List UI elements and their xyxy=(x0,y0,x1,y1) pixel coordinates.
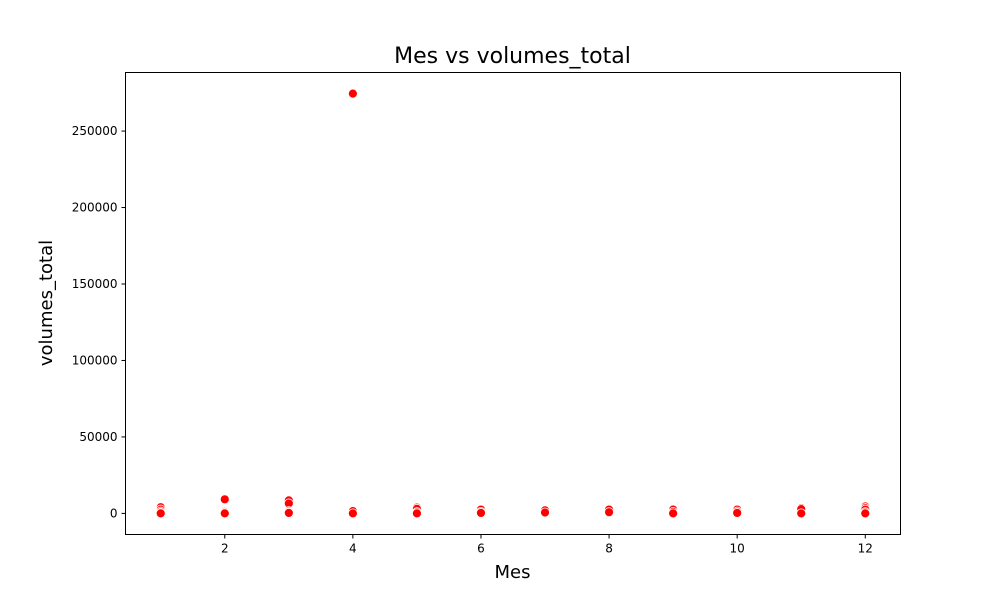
y-tick-label: 50000 xyxy=(79,430,117,444)
y-tick-label: 150000 xyxy=(72,277,118,291)
y-tick-label: 200000 xyxy=(72,201,118,215)
x-tick-label: 2 xyxy=(221,542,229,556)
data-point xyxy=(347,88,358,99)
data-point xyxy=(219,508,230,519)
y-tick-label: 0 xyxy=(110,506,118,520)
y-axis-label: volumes_total xyxy=(36,240,57,366)
x-tick-label: 10 xyxy=(730,542,745,556)
data-point xyxy=(540,507,550,518)
data-point xyxy=(412,508,422,519)
data-point xyxy=(732,508,743,518)
data-point xyxy=(219,494,230,505)
y-axis-ticks: 0 50000 100000 150000 200000 250000 xyxy=(72,124,126,520)
data-point xyxy=(283,508,294,518)
data-points xyxy=(155,88,871,519)
data-point xyxy=(860,508,871,519)
data-point xyxy=(796,508,807,519)
chart-title: Mes vs volumes_total xyxy=(394,44,631,69)
x-axis-ticks: 2 4 6 8 10 12 xyxy=(221,534,873,556)
y-tick-label: 100000 xyxy=(72,353,118,367)
x-tick-label: 6 xyxy=(477,542,485,556)
data-point xyxy=(347,508,358,519)
data-point xyxy=(155,508,166,519)
plot-area xyxy=(125,72,901,535)
data-point xyxy=(476,508,486,518)
data-point xyxy=(668,508,679,519)
x-tick-label: 12 xyxy=(858,542,873,556)
y-tick-label: 250000 xyxy=(72,124,118,138)
x-axis-label: Mes xyxy=(495,562,531,583)
x-tick-label: 8 xyxy=(605,542,613,556)
data-point xyxy=(604,507,614,518)
x-tick-label: 4 xyxy=(349,542,357,556)
